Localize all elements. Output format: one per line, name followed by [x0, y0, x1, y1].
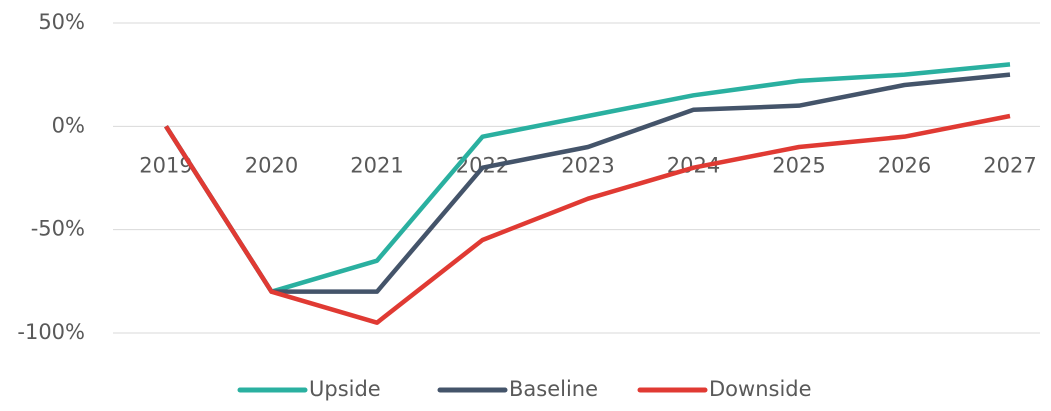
legend-label: Baseline [509, 377, 598, 401]
y-tick-label: 0% [52, 113, 85, 137]
x-tick-label: 2026 [878, 153, 931, 177]
series-line [164, 113, 1011, 325]
legend-label: Upside [309, 377, 381, 401]
series-line [164, 72, 1011, 294]
y-tick-label: -100% [17, 320, 85, 344]
y-tick-label: 50% [38, 10, 85, 34]
legend-label: Downside [709, 377, 812, 401]
x-tick-label: 2020 [245, 153, 298, 177]
x-tick-label: 2025 [772, 153, 825, 177]
series-line [164, 62, 1011, 294]
x-tick-label: 2027 [983, 153, 1036, 177]
y-tick-label: -50% [31, 217, 85, 241]
x-tick-label: 2021 [350, 153, 403, 177]
x-tick-label: 2023 [561, 153, 614, 177]
